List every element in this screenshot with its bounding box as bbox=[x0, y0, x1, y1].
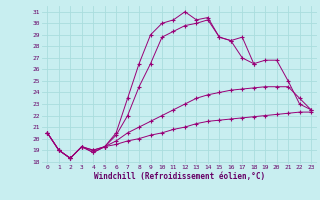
X-axis label: Windchill (Refroidissement éolien,°C): Windchill (Refroidissement éolien,°C) bbox=[94, 172, 265, 181]
